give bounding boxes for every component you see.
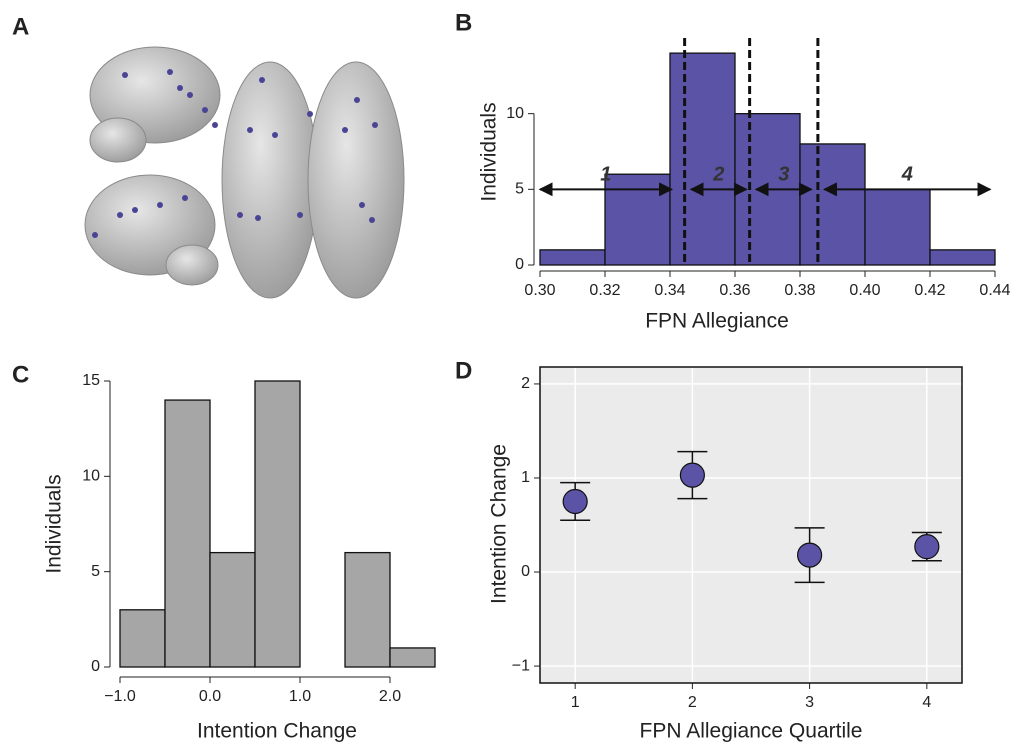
y-tick-label: 2 bbox=[521, 375, 530, 392]
bar bbox=[389, 647, 436, 668]
point bbox=[562, 488, 588, 515]
range-label: 1 bbox=[600, 164, 611, 186]
x-tick-label: 0.34 bbox=[654, 282, 685, 299]
range-label: 3 bbox=[778, 164, 789, 186]
y-axis-label: Individuals bbox=[478, 102, 501, 201]
y-tick-label: 0 bbox=[521, 563, 530, 580]
x-tick-label: −1.0 bbox=[104, 688, 136, 705]
plot-background bbox=[540, 367, 962, 683]
panel-label: B bbox=[455, 9, 472, 36]
y-tick-label: 15 bbox=[82, 372, 100, 389]
bar bbox=[254, 380, 301, 668]
point bbox=[679, 462, 705, 488]
x-tick-label: 0.42 bbox=[914, 282, 945, 299]
y-tick-label: 5 bbox=[515, 181, 524, 198]
bar bbox=[929, 249, 996, 266]
bar bbox=[799, 143, 866, 266]
plot-frame bbox=[539, 366, 963, 684]
panel-label: C bbox=[12, 361, 29, 388]
y-axis-label: Intention Change bbox=[488, 444, 511, 604]
x-tick-label: 0.44 bbox=[979, 282, 1010, 299]
brain-render bbox=[84, 46, 405, 299]
x-tick-label: 2 bbox=[688, 694, 697, 711]
x-tick-label: 3 bbox=[805, 694, 814, 711]
x-tick-label: 0.38 bbox=[784, 282, 815, 299]
bar bbox=[604, 173, 671, 266]
bar bbox=[119, 609, 166, 668]
x-axis-label: FPN Allegiance Quartile bbox=[640, 720, 863, 743]
x-axis-label: FPN Allegiance bbox=[645, 310, 789, 333]
y-tick-label: 1 bbox=[521, 469, 530, 486]
y-tick-label: 0 bbox=[91, 658, 100, 675]
bar bbox=[164, 399, 211, 668]
bar bbox=[209, 551, 256, 668]
y-axis-label: Individuals bbox=[43, 474, 66, 573]
bar bbox=[864, 188, 931, 266]
y-tick-label: 0 bbox=[515, 256, 524, 273]
range-label: 4 bbox=[901, 164, 913, 186]
x-tick-label: 0.36 bbox=[719, 282, 750, 299]
x-tick-label: 0.32 bbox=[589, 282, 620, 299]
x-tick-label: 2.0 bbox=[379, 688, 401, 705]
point bbox=[797, 542, 823, 568]
bar bbox=[344, 551, 391, 668]
y-tick-label: −1 bbox=[512, 657, 530, 674]
x-tick-label: 0.30 bbox=[524, 282, 555, 299]
point bbox=[914, 534, 940, 560]
y-tick-label: 10 bbox=[506, 105, 524, 122]
x-tick-label: 1 bbox=[571, 694, 580, 711]
y-tick-label: 10 bbox=[82, 468, 100, 485]
y-tick-label: 5 bbox=[91, 563, 100, 580]
x-tick-label: 0.40 bbox=[849, 282, 880, 299]
x-tick-label: 0.0 bbox=[199, 688, 221, 705]
panel-label: D bbox=[455, 357, 472, 384]
range-label: 2 bbox=[712, 164, 724, 186]
bar bbox=[669, 52, 736, 266]
x-axis-label: Intention Change bbox=[197, 720, 357, 743]
bar bbox=[539, 249, 606, 266]
panel-label: A bbox=[12, 13, 29, 40]
x-tick-label: 1.0 bbox=[289, 688, 311, 705]
x-tick-label: 4 bbox=[922, 694, 931, 711]
